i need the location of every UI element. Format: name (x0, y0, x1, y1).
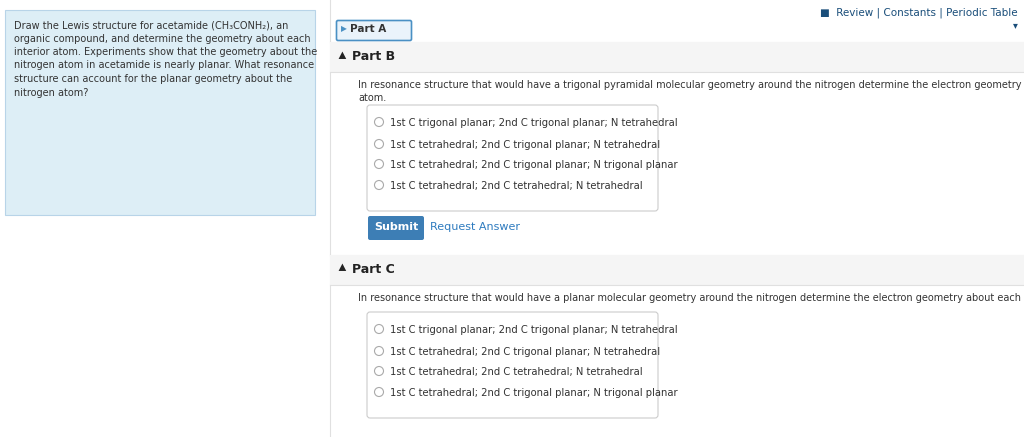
FancyBboxPatch shape (367, 312, 658, 418)
Text: In resonance structure that would have a planar molecular geometry around the ni: In resonance structure that would have a… (358, 293, 1024, 303)
Text: ▾: ▾ (1013, 20, 1018, 30)
Text: 1st C trigonal planar; 2nd C trigonal planar; N tetrahedral: 1st C trigonal planar; 2nd C trigonal pl… (390, 118, 678, 128)
FancyBboxPatch shape (337, 21, 412, 41)
Text: atom.: atom. (358, 93, 386, 103)
Text: Part C: Part C (352, 263, 394, 276)
Text: ▶: ▶ (341, 24, 347, 33)
FancyBboxPatch shape (368, 216, 424, 240)
Text: structure can account for the planar geometry about the: structure can account for the planar geo… (14, 74, 292, 84)
Text: ■  Review | Constants | Periodic Table: ■ Review | Constants | Periodic Table (820, 8, 1018, 18)
Text: ▶: ▶ (338, 50, 348, 58)
Bar (330, 42, 1024, 72)
Text: 1st C tetrahedral; 2nd C tetrahedral; N tetrahedral: 1st C tetrahedral; 2nd C tetrahedral; N … (390, 181, 643, 191)
Text: 1st C tetrahedral; 2nd C tetrahedral; N tetrahedral: 1st C tetrahedral; 2nd C tetrahedral; N … (390, 367, 643, 377)
Text: 1st C trigonal planar; 2nd C trigonal planar; N tetrahedral: 1st C trigonal planar; 2nd C trigonal pl… (390, 325, 678, 335)
Text: Part A: Part A (350, 24, 386, 34)
Text: Request Answer: Request Answer (430, 222, 520, 232)
Text: ▶: ▶ (338, 263, 348, 271)
Text: 1st C tetrahedral; 2nd C trigonal planar; N tetrahedral: 1st C tetrahedral; 2nd C trigonal planar… (390, 347, 660, 357)
Text: nitrogen atom in acetamide is nearly planar. What resonance: nitrogen atom in acetamide is nearly pla… (14, 60, 314, 70)
Text: 1st C tetrahedral; 2nd C trigonal planar; N tetrahedral: 1st C tetrahedral; 2nd C trigonal planar… (390, 140, 660, 150)
Text: nitrogen atom?: nitrogen atom? (14, 87, 88, 97)
Text: organic compound, and determine the geometry about each: organic compound, and determine the geom… (14, 34, 310, 44)
Text: interior atom. Experiments show that the geometry about the: interior atom. Experiments show that the… (14, 47, 317, 57)
Bar (330, 255, 1024, 285)
Text: 1st C tetrahedral; 2nd C trigonal planar; N trigonal planar: 1st C tetrahedral; 2nd C trigonal planar… (390, 160, 678, 170)
Bar (5, 10, 315, 215)
FancyBboxPatch shape (367, 105, 658, 211)
Text: Part B: Part B (352, 50, 395, 63)
Text: 1st C tetrahedral; 2nd C trigonal planar; N trigonal planar: 1st C tetrahedral; 2nd C trigonal planar… (390, 388, 678, 398)
Text: Submit: Submit (374, 222, 418, 232)
Text: In resonance structure that would have a trigonal pyramidal molecular geometry a: In resonance structure that would have a… (358, 80, 1024, 90)
Text: Draw the Lewis structure for acetamide (CH₃CONH₂), an: Draw the Lewis structure for acetamide (… (14, 20, 289, 30)
